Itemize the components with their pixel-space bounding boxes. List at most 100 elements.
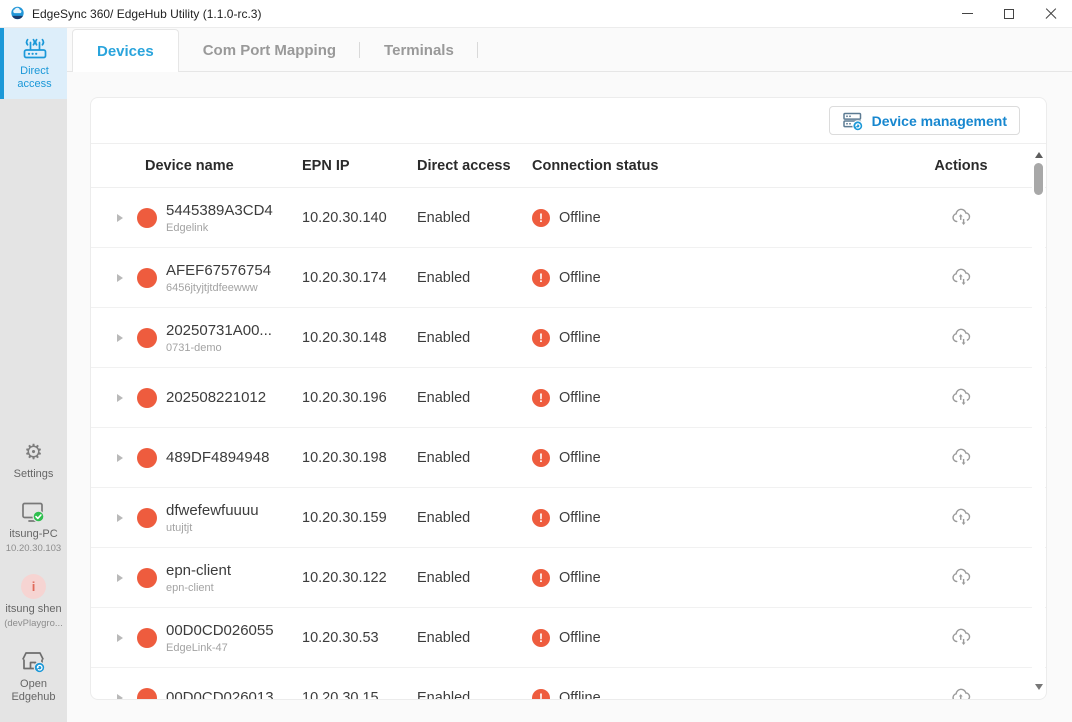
device-name: epn-client — [166, 561, 232, 579]
device-status-dot-icon — [137, 627, 157, 648]
table-row[interactable]: AFEF67576754 6456jtyjtjtdfeewww 10.20.30… — [91, 248, 1046, 308]
offline-exclamation-icon — [532, 208, 550, 227]
vertical-scrollbar[interactable] — [1032, 145, 1045, 698]
monitor-check-icon — [22, 502, 45, 523]
sidebar-item-open-edgehub[interactable]: Open Edgehub — [0, 649, 67, 704]
connection-status-value: Offline — [559, 449, 601, 466]
column-header-actions: Actions — [934, 157, 988, 174]
expand-chevron-icon[interactable] — [117, 393, 123, 402]
cloud-sync-action-icon[interactable] — [951, 327, 972, 348]
content-area: Device management Device name EPN IP Dir… — [67, 72, 1072, 722]
scroll-up-arrow-icon[interactable] — [1034, 152, 1043, 158]
offline-exclamation-icon — [532, 688, 550, 699]
direct-access-value: Enabled — [417, 629, 471, 646]
expand-chevron-icon[interactable] — [117, 513, 123, 522]
cloud-sync-action-icon[interactable] — [951, 687, 972, 699]
table-row[interactable]: 489DF4894948 10.20.30.198 Enabled Offlin… — [91, 428, 1046, 488]
cloud-sync-action-icon[interactable] — [951, 207, 972, 228]
cloud-sync-action-icon[interactable] — [951, 267, 972, 288]
device-name: dfwefewfuuuu — [166, 501, 259, 519]
sidebar-item-pc[interactable]: itsung-PC 10.20.30.103 — [6, 500, 61, 555]
device-name: 5445389A3CD4 — [166, 201, 273, 219]
table-row[interactable]: 20250731A00... 0731-demo 10.20.30.148 En… — [91, 308, 1046, 368]
pc-ip-label: 10.20.30.103 — [5, 543, 62, 554]
tab-com-port-mapping[interactable]: Com Port Mapping — [179, 29, 361, 71]
sidebar-item-user[interactable]: i itsung shen (devPlaygro... — [4, 574, 63, 630]
app-logo-icon — [11, 6, 24, 20]
cloud-sync-action-icon[interactable] — [951, 627, 972, 648]
device-status-dot-icon — [137, 267, 157, 288]
pc-name-label: itsung-PC — [9, 528, 58, 540]
table-header: Device name EPN IP Direct access Connect… — [91, 144, 1046, 188]
table-row[interactable]: 5445389A3CD4 Edgelink 10.20.30.140 Enabl… — [91, 188, 1046, 248]
offline-exclamation-icon — [532, 568, 550, 587]
user-avatar: i — [21, 574, 46, 599]
connection-status-value: Offline — [559, 269, 601, 286]
expand-chevron-icon[interactable] — [117, 273, 123, 282]
minimize-icon — [961, 12, 973, 15]
table-row[interactable]: epn-client epn-client 10.20.30.122 Enabl… — [91, 548, 1046, 608]
gear-icon: ⚙ — [24, 441, 43, 464]
table-row[interactable]: dfwefewfuuuu utujtjt 10.20.30.159 Enable… — [91, 488, 1046, 548]
device-name: 20250731A00... — [166, 321, 272, 339]
close-button[interactable] — [1030, 0, 1072, 27]
epn-ip-value: 10.20.30.140 — [302, 209, 387, 226]
direct-access-value: Enabled — [417, 209, 471, 226]
epn-ip-value: 10.20.30.15 — [302, 689, 379, 700]
device-name: 00D0CD026055 — [166, 621, 274, 639]
expand-chevron-icon[interactable] — [117, 213, 123, 222]
expand-chevron-icon[interactable] — [117, 633, 123, 642]
sidebar: Direct access ⚙ Settings itsung-PC 10.20… — [0, 28, 67, 722]
maximize-button[interactable] — [988, 0, 1030, 27]
cloud-sync-action-icon[interactable] — [951, 567, 972, 588]
expand-chevron-icon[interactable] — [117, 333, 123, 342]
scroll-down-arrow-icon[interactable] — [1034, 684, 1043, 690]
epn-ip-value: 10.20.30.53 — [302, 629, 379, 646]
column-header-connection-status: Connection status — [532, 157, 659, 174]
device-management-label: Device management — [871, 112, 1007, 129]
device-status-dot-icon — [137, 687, 157, 699]
device-status-dot-icon — [137, 387, 157, 408]
table-row[interactable]: 202508221012 10.20.30.196 Enabled Offlin… — [91, 368, 1046, 428]
expand-chevron-icon[interactable] — [117, 453, 123, 462]
scrollbar-thumb[interactable] — [1034, 163, 1043, 195]
device-name: 00D0CD026013 — [166, 689, 274, 700]
direct-access-value: Enabled — [417, 389, 471, 406]
edgehub-home-icon — [22, 652, 46, 674]
expand-chevron-icon[interactable] — [117, 573, 123, 582]
user-org-label: (devPlaygro... — [4, 618, 63, 629]
direct-access-value: Enabled — [417, 569, 471, 586]
direct-access-value: Enabled — [417, 689, 471, 700]
connection-status-value: Offline — [559, 209, 601, 226]
device-name: AFEF67576754 — [166, 261, 272, 279]
tab-devices[interactable]: Devices — [72, 29, 179, 72]
connection-status-value: Offline — [559, 569, 601, 586]
cloud-sync-action-icon[interactable] — [951, 387, 972, 408]
device-status-dot-icon — [137, 567, 157, 588]
table-row[interactable]: 00D0CD026055 EdgeLink-47 10.20.30.53 Ena… — [91, 608, 1046, 668]
connection-status-value: Offline — [559, 509, 601, 526]
offline-exclamation-icon — [532, 628, 550, 647]
table-row[interactable]: 00D0CD026013 10.20.30.15 Enabled Offline — [91, 668, 1046, 700]
expand-chevron-icon[interactable] — [117, 693, 123, 699]
device-name: 202508221012 — [166, 389, 267, 406]
device-management-button[interactable]: Device management — [828, 106, 1020, 135]
sidebar-item-direct-access[interactable]: Direct access — [0, 28, 67, 99]
device-subtitle: EdgeLink-47 — [166, 641, 228, 654]
device-subtitle: 6456jtyjtjtdfeewww — [166, 281, 258, 294]
devices-card: Device management Device name EPN IP Dir… — [90, 97, 1047, 700]
connection-status-value: Offline — [559, 389, 601, 406]
cloud-sync-action-icon[interactable] — [951, 507, 972, 528]
device-subtitle: Edgelink — [166, 221, 209, 234]
sidebar-item-settings[interactable]: ⚙ Settings — [14, 442, 54, 481]
device-subtitle: 0731-demo — [166, 341, 222, 354]
offline-exclamation-icon — [532, 268, 550, 287]
minimize-button[interactable] — [946, 0, 988, 27]
device-name: 489DF4894948 — [166, 449, 270, 466]
user-name-label: itsung shen — [5, 603, 62, 615]
offline-exclamation-icon — [532, 388, 550, 407]
cloud-sync-action-icon[interactable] — [951, 447, 972, 468]
connection-status-value: Offline — [559, 689, 601, 700]
tab-terminals[interactable]: Terminals — [360, 29, 478, 71]
